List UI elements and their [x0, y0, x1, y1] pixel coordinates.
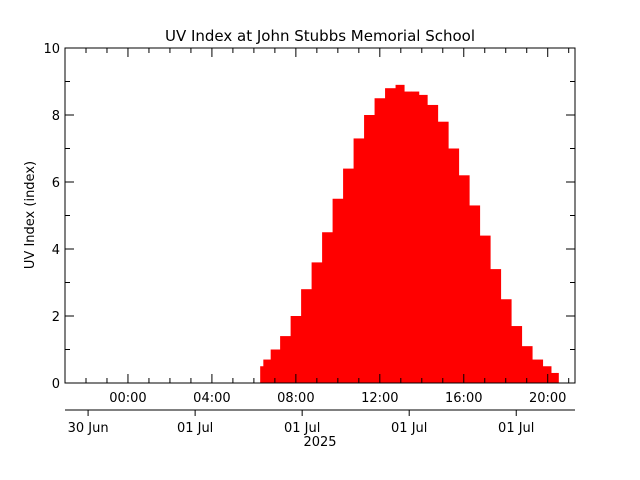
x-tick-label: 20:00	[529, 391, 566, 406]
uv-data-bar	[260, 366, 264, 383]
uv-data-bar	[343, 168, 355, 383]
y-tick-label: 0	[52, 377, 60, 392]
uv-data-bar	[311, 262, 323, 383]
uv-data-bar	[374, 98, 386, 383]
uv-data-bar	[448, 148, 460, 383]
x-tick-label: 12:00	[361, 391, 398, 406]
uv-data-bar	[521, 346, 533, 383]
chart-title: UV Index at John Stubbs Memorial School	[165, 27, 475, 45]
y-axis-label: UV Index (index)	[23, 161, 38, 269]
uv-data-bar	[403, 91, 412, 384]
date-tick-label: 01 Jul	[498, 421, 534, 436]
date-tick-label: 01 Jul	[284, 421, 320, 436]
y-tick-label: 2	[52, 310, 60, 325]
uv-data-bar	[437, 121, 449, 383]
uv-data-bar	[427, 104, 439, 383]
x-tick-label: 00:00	[109, 391, 146, 406]
uv-data-bar	[500, 299, 512, 383]
date-tick-label: 30 Jun	[68, 421, 109, 436]
uv-data-bar	[385, 88, 397, 383]
uv-data-bar	[411, 91, 420, 384]
uv-data-bar	[263, 359, 272, 383]
y-axis: 0 2 4 6 8 10	[43, 42, 575, 392]
x-axis: 00:00 04:00 08:00 12:00 16:00 20:00	[64, 48, 570, 406]
uv-data-bar	[550, 372, 557, 383]
uv-data-bar	[556, 372, 559, 383]
uv-data-bar	[469, 205, 481, 383]
uv-data-bar	[490, 269, 502, 383]
date-axis: 30 Jun 01 Jul 01 Jul 01 Jul 01 Jul	[68, 410, 534, 436]
uv-data-bar	[353, 138, 365, 383]
uv-data-bar	[322, 232, 334, 383]
x-tick-label: 16:00	[445, 391, 482, 406]
uv-data-bar	[395, 84, 405, 383]
x-tick-label: 04:00	[193, 391, 230, 406]
uv-data-bar	[510, 326, 523, 383]
uv-data-bar	[542, 366, 552, 383]
uv-data-bar	[332, 198, 344, 383]
uv-data-bar	[280, 336, 292, 383]
uv-data-bar	[418, 94, 428, 384]
date-tick-label: 01 Jul	[391, 421, 427, 436]
y-tick-label: 10	[43, 42, 60, 57]
uv-data-bar	[531, 359, 544, 383]
uv-data-bar	[301, 289, 313, 383]
year-label: 2025	[303, 435, 336, 450]
y-tick-label: 4	[52, 243, 60, 258]
uv-data-bar	[364, 115, 376, 383]
uv-data-bar	[270, 349, 281, 383]
uv-data-bar	[290, 316, 302, 383]
uv-data-bar	[458, 175, 470, 383]
uv-data-bar	[479, 235, 491, 383]
date-tick-label: 01 Jul	[177, 421, 213, 436]
plot-area	[260, 84, 559, 384]
x-tick-label: 08:00	[277, 391, 314, 406]
y-tick-label: 6	[52, 176, 60, 191]
y-tick-label: 8	[52, 109, 60, 124]
